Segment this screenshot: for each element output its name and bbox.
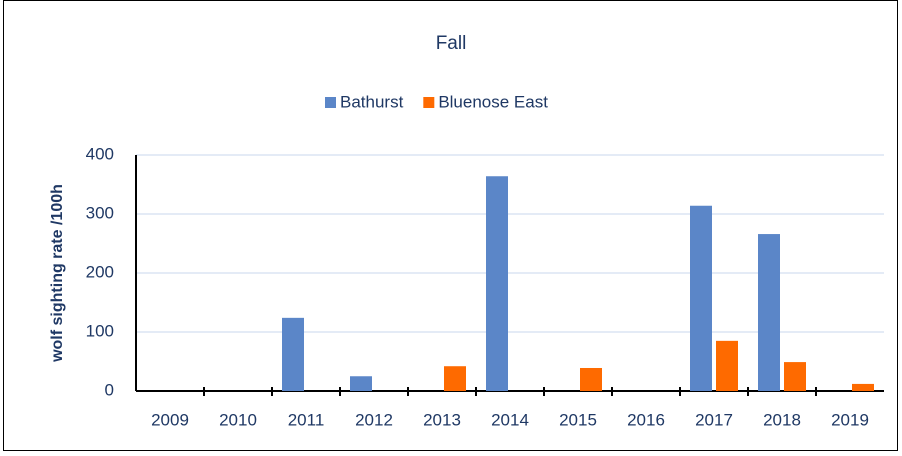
y-axis-label: wolf sighting rate /100h — [49, 184, 66, 363]
x-tick-label: 2012 — [355, 410, 393, 429]
x-tick-label: 2019 — [831, 410, 869, 429]
x-tick-label: 2009 — [151, 410, 189, 429]
x-tick-label: 2016 — [627, 410, 665, 429]
x-tick-label: 2013 — [423, 410, 461, 429]
x-tick-label: 2011 — [288, 410, 325, 429]
bar — [690, 205, 712, 391]
legend-swatch — [423, 97, 435, 108]
legend-swatch — [325, 97, 336, 108]
chart-title: Fall — [436, 33, 467, 54]
bar — [486, 176, 508, 391]
x-tick-label: 2014 — [491, 410, 529, 429]
bar — [444, 366, 466, 391]
bar — [784, 362, 806, 391]
x-tick-label: 2015 — [559, 410, 597, 429]
y-tick-label: 0 — [105, 380, 114, 399]
y-tick-label: 300 — [86, 203, 114, 222]
y-tick-label: 100 — [86, 321, 114, 340]
x-tick-label: 2017 — [695, 410, 733, 429]
legend-label: Bathurst — [340, 92, 404, 111]
bar — [852, 383, 874, 391]
y-tick-label: 200 — [86, 262, 114, 281]
bar — [758, 234, 780, 391]
x-tick-label: 2018 — [763, 410, 801, 429]
x-tick-label: 2010 — [219, 410, 257, 429]
legend-label: Bluenose East — [438, 92, 548, 111]
bar — [580, 367, 602, 391]
bar — [716, 340, 738, 391]
bar — [350, 376, 372, 391]
y-tick-label: 400 — [86, 144, 114, 163]
bar — [282, 317, 304, 391]
